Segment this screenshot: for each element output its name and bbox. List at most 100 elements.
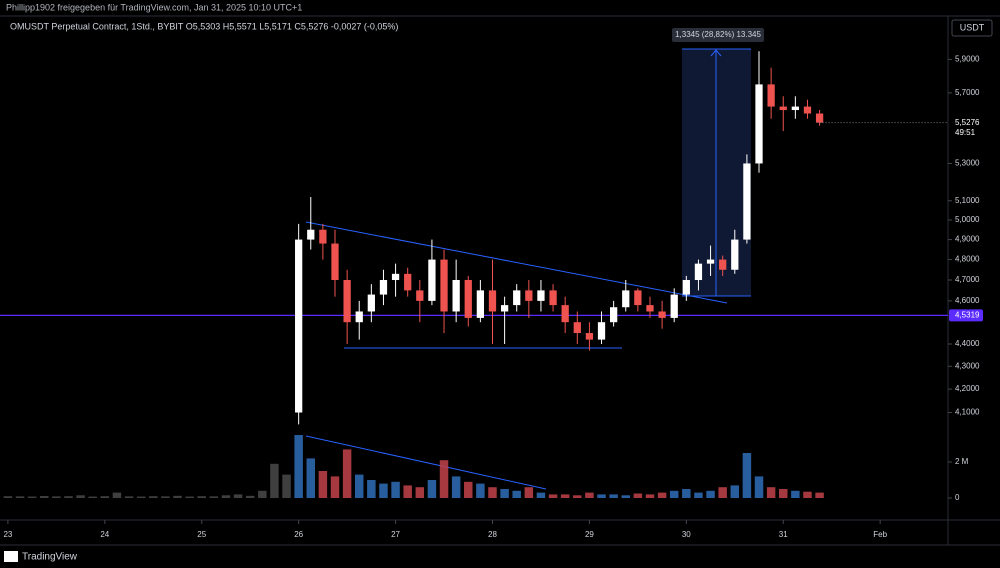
volume-bar <box>306 458 316 498</box>
volume-bar <box>415 487 425 498</box>
y-tick-label: 4,2000 <box>955 384 980 393</box>
volume-bar <box>245 495 255 498</box>
candle-body <box>646 305 654 312</box>
countdown: 49:51 <box>955 128 976 137</box>
volume-bar <box>136 496 146 498</box>
candle-body <box>440 259 448 312</box>
candle-body <box>622 290 630 308</box>
level-label: 4,5319 <box>955 310 980 319</box>
volume-bar <box>282 474 291 498</box>
volume-bar <box>682 489 691 498</box>
volume-bar <box>803 491 812 498</box>
candle-body <box>391 273 400 281</box>
x-tick-label: Feb <box>873 530 887 539</box>
x-tick-label: 23 <box>3 530 12 539</box>
volume-bar <box>609 494 618 498</box>
volume-bar <box>451 476 461 498</box>
x-tick-label: 30 <box>682 530 691 539</box>
volume-bar <box>585 492 594 498</box>
y-tick-label: 4,9000 <box>955 235 980 244</box>
candle-body <box>295 239 303 413</box>
measure-label: 1,3345 (28,82%) 13.345 <box>675 30 761 39</box>
candle-body <box>525 290 533 301</box>
volume-bar <box>233 494 243 498</box>
volume-bar <box>766 487 776 498</box>
logo <box>4 551 18 562</box>
volume-bar <box>391 481 400 498</box>
y-tick-label: 5,7000 <box>955 88 980 97</box>
volume-bar <box>439 460 449 498</box>
volume-bar <box>149 496 158 498</box>
volume-bar <box>645 494 655 498</box>
currency-button[interactable] <box>951 19 993 37</box>
candle-body <box>573 322 581 334</box>
volume-bar <box>815 492 824 498</box>
volume-bar <box>342 449 352 498</box>
candle-body <box>755 84 763 164</box>
candle-body <box>682 280 690 295</box>
volume-bar <box>64 496 73 498</box>
volume-bar <box>427 480 437 498</box>
x-tick-label: 27 <box>391 530 400 539</box>
volume-bar <box>294 435 303 498</box>
candle-body <box>670 294 678 318</box>
candle-body <box>307 229 315 240</box>
candle-body <box>416 290 424 301</box>
volume-bar <box>791 490 800 498</box>
y-tick-label: 5,3000 <box>955 159 980 168</box>
brand: TradingView <box>22 552 78 563</box>
volume-trendline <box>305 435 547 490</box>
candle-body <box>791 106 799 111</box>
candle-body <box>731 239 739 270</box>
last-price-box <box>949 116 983 139</box>
volume-bar <box>548 494 558 498</box>
candle-body <box>585 333 594 340</box>
x-tick-label: 26 <box>294 530 303 539</box>
candle-body <box>343 280 351 323</box>
last-price-label: 5,5276 <box>955 118 980 127</box>
volume-bar <box>742 453 752 498</box>
measure-label-box <box>672 28 764 42</box>
candle-body <box>464 280 472 318</box>
volume-bar <box>354 474 364 498</box>
candle-body <box>694 263 703 281</box>
candle-body <box>597 322 606 340</box>
share-header: Phillipp1902 freigegeben für TradingView… <box>6 2 302 12</box>
y-tick-label: 5,9000 <box>955 55 980 64</box>
volume-bar <box>221 495 231 498</box>
candle-body <box>513 290 521 306</box>
candle-body <box>815 113 824 123</box>
y2-tick-label: 0 <box>955 493 960 502</box>
volume-bar <box>730 485 740 498</box>
volume-bar <box>718 487 727 498</box>
x-tick-label: 24 <box>100 530 109 539</box>
candle-body <box>488 290 497 312</box>
volume-bar <box>669 490 679 498</box>
volume-bar <box>76 495 85 498</box>
volume-bar <box>597 494 606 498</box>
volume-bar <box>27 496 37 498</box>
x-tick-label: 28 <box>488 530 497 539</box>
volume-bar <box>330 476 340 498</box>
volume-bar <box>754 476 764 498</box>
y-tick-label: 4,6000 <box>955 296 980 305</box>
volume-bar <box>706 490 715 498</box>
y-tick-label: 5,1000 <box>955 196 980 205</box>
plot: 4,1000 4,2000 4,3000 4,4000 4,6000 4,7000 4,80… <box>0 51 983 539</box>
x-tick-label: 31 <box>779 530 788 539</box>
volume-bar <box>633 493 643 498</box>
volume-bar <box>779 489 788 498</box>
currency[interactable]: USDT <box>960 22 985 32</box>
y2-tick-label: 2 M <box>955 457 969 466</box>
volume-bar <box>40 496 49 498</box>
volume-bar <box>536 492 546 498</box>
volume-bar <box>500 489 509 498</box>
volume-bar <box>173 495 182 498</box>
x-tick-label: 25 <box>197 530 206 539</box>
volume-bar <box>185 496 194 498</box>
level-label-box <box>949 309 983 322</box>
volume-bar <box>15 496 25 498</box>
y-tick-label: 4,8000 <box>955 255 980 264</box>
volume-bar <box>694 492 703 498</box>
